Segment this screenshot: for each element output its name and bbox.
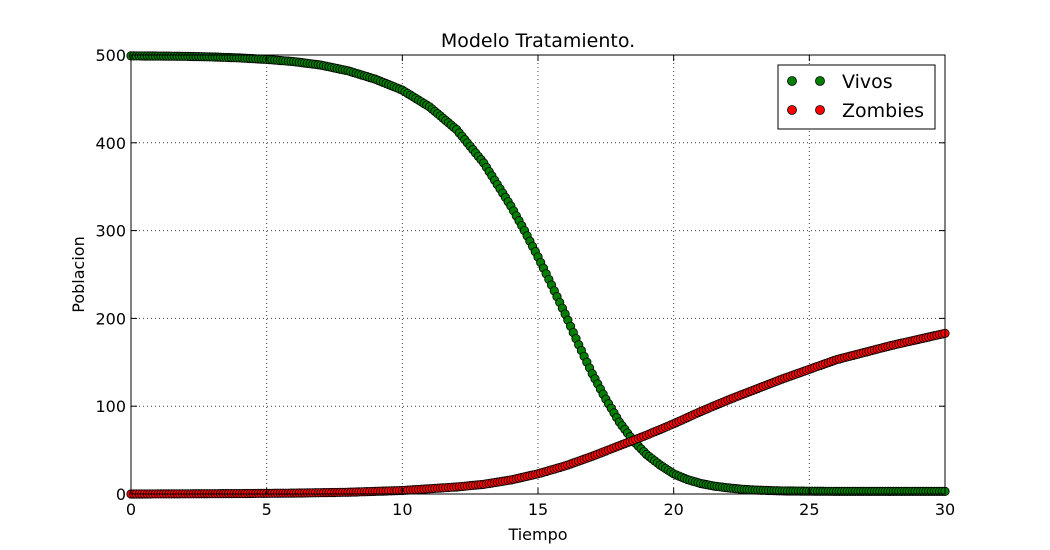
legend: Vivos Zombies <box>777 64 936 130</box>
x-tick-label: 30 <box>935 500 955 519</box>
y-tick-label: 0 <box>116 485 126 504</box>
legend-marker <box>815 105 825 115</box>
y-axis-label: Poblacion <box>69 236 88 312</box>
legend-marker <box>787 76 797 86</box>
series-vivos <box>126 51 950 496</box>
legend-item-vivos: Vivos <box>787 71 893 93</box>
y-tick-label: 300 <box>95 222 126 241</box>
x-tick-label: 10 <box>392 500 412 519</box>
legend-box <box>777 64 936 130</box>
y-tick-label: 200 <box>95 309 126 328</box>
legend-marker <box>787 105 797 115</box>
y-tick-label: 400 <box>95 134 126 153</box>
legend-label: Zombies <box>842 100 924 122</box>
x-tick-label: 20 <box>663 500 683 519</box>
x-tick-label: 15 <box>528 500 548 519</box>
y-tick-label: 100 <box>95 397 126 416</box>
legend-item-zombies: Zombies <box>787 100 924 122</box>
x-tick-label: 5 <box>262 500 272 519</box>
chart-title: Modelo Tratamiento. <box>441 30 635 52</box>
legend-marker <box>815 76 825 86</box>
y-tick-label: 500 <box>95 46 126 65</box>
x-tick-label: 0 <box>126 500 136 519</box>
x-tick-label: 25 <box>799 500 819 519</box>
legend-label: Vivos <box>842 71 893 93</box>
x-axis-label: Tiempo <box>507 525 567 544</box>
series-layer <box>126 51 950 499</box>
